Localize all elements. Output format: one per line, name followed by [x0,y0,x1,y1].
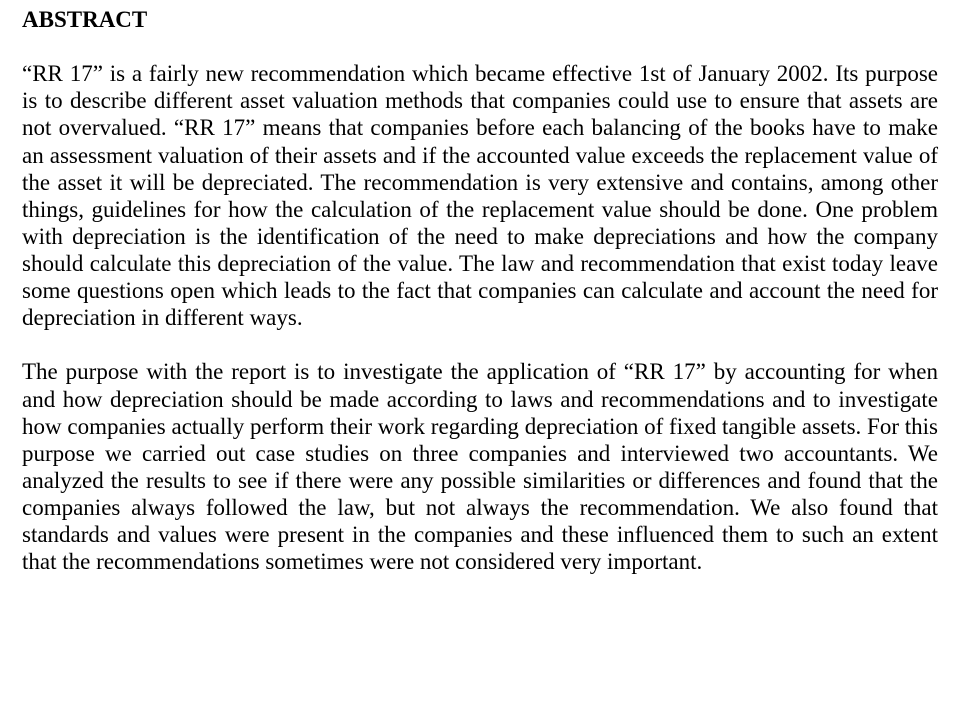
abstract-paragraph-1: “RR 17” is a fairly new recommendation w… [22,60,938,331]
abstract-paragraph-2: The purpose with the report is to invest… [22,358,938,575]
document-page: ABSTRACT “RR 17” is a fairly new recomme… [0,0,960,575]
abstract-heading: ABSTRACT [22,6,938,33]
